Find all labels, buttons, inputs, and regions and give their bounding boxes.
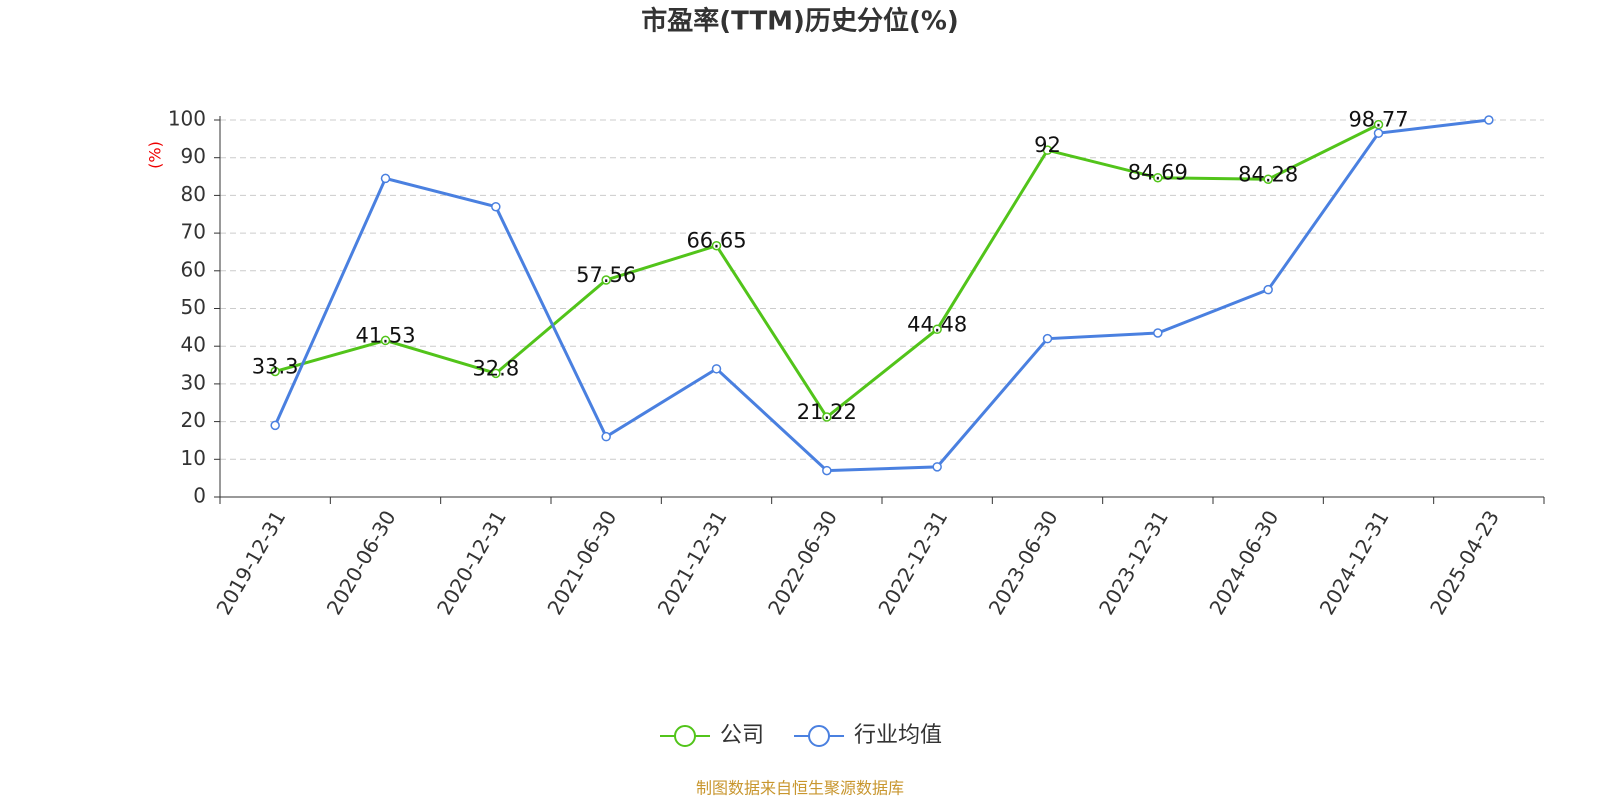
data-point	[491, 201, 501, 212]
x-tick-label: 2021-06-30	[542, 506, 621, 619]
y-axis-label: (%)	[146, 141, 165, 169]
data-point	[380, 335, 391, 346]
data-point	[1153, 172, 1163, 183]
x-tick-label: 2020-12-31	[432, 506, 511, 619]
x-tick-label: 2023-12-31	[1094, 506, 1173, 619]
y-tick-label: 60	[181, 257, 206, 281]
data-point	[711, 240, 722, 251]
data-point	[1153, 328, 1163, 338]
x-tick-label: 2019-12-31	[211, 506, 290, 619]
data-label: 92	[1034, 133, 1061, 157]
y-tick-label: 30	[181, 370, 206, 394]
y-tick-label: 70	[181, 220, 206, 244]
data-point	[711, 364, 722, 374]
data-point	[601, 431, 611, 442]
data-point	[1263, 284, 1273, 295]
data-point	[932, 462, 942, 472]
data-label: 41.53	[355, 323, 415, 347]
legend-icon	[674, 725, 696, 747]
y-tick-label: 40	[181, 333, 206, 357]
y-tick-label: 20	[181, 408, 206, 432]
data-point	[932, 324, 942, 335]
y-tick-label: 10	[181, 446, 206, 470]
data-label: 98.77	[1348, 108, 1408, 132]
data-point	[1042, 145, 1053, 155]
data-label: 32.8	[472, 356, 519, 380]
data-label: 84.69	[1128, 161, 1188, 185]
y-tick-label: 90	[181, 144, 206, 168]
data-label: 21.22	[797, 400, 857, 424]
x-tick-label: 2021-12-31	[653, 506, 732, 619]
data-point	[380, 173, 391, 184]
x-tick-label: 2024-12-31	[1315, 506, 1394, 619]
data-point	[1263, 174, 1273, 185]
data-point	[1373, 128, 1384, 138]
data-point	[1484, 115, 1494, 125]
data-point	[270, 420, 280, 431]
legend-label: 公司	[720, 723, 764, 748]
data-point	[1042, 333, 1053, 344]
data-label: 66.65	[686, 229, 746, 253]
y-tick-label: 100	[168, 107, 206, 131]
data-point	[822, 412, 832, 422]
y-tick-label: 50	[181, 295, 206, 319]
data-point	[270, 366, 280, 377]
data-label: 33.3	[252, 354, 299, 378]
x-tick-label: 2025-04-23	[1425, 506, 1504, 619]
y-tick-label: 0	[193, 484, 206, 508]
data-label: 44.48	[907, 312, 967, 336]
x-tick-label: 2023-06-30	[984, 506, 1063, 619]
series-line	[273, 118, 1490, 473]
data-point	[601, 275, 611, 285]
legend-label: 行业均值	[854, 723, 942, 748]
x-tick-label: 2020-06-30	[322, 506, 401, 619]
legend-icon	[808, 725, 831, 747]
data-label: 84.28	[1238, 162, 1298, 186]
x-tick-label: 2022-06-30	[763, 506, 842, 619]
source-note: 制图数据来自恒生聚源数据库	[696, 779, 904, 798]
y-tick-label: 80	[181, 182, 206, 206]
data-point	[491, 368, 501, 379]
x-tick-label: 2022-12-31	[873, 506, 952, 619]
x-tick-label: 2024-06-30	[1204, 506, 1283, 619]
data-point	[822, 465, 832, 476]
chart-title: 市盈率(TTM)历史分位(%)	[641, 6, 959, 37]
data-label: 57.56	[576, 263, 636, 287]
